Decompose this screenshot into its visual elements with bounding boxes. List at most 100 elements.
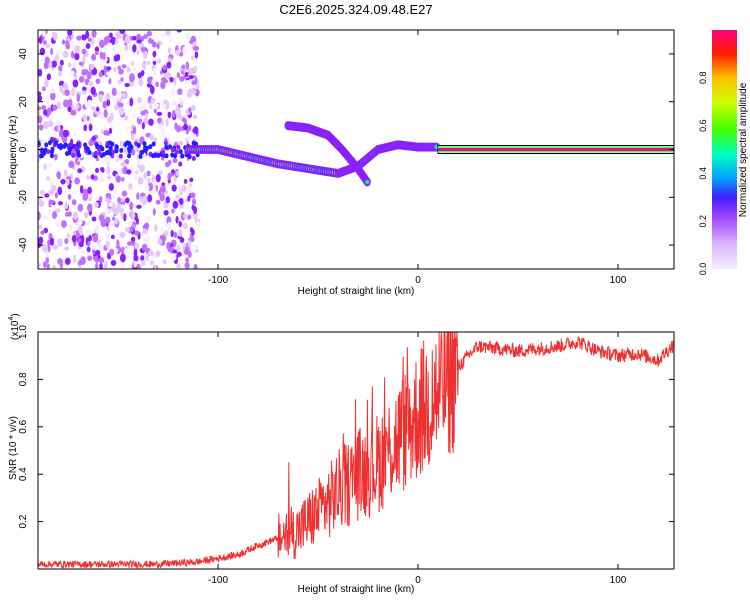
noise-band-blob	[49, 149, 54, 155]
noise-speckle	[44, 78, 49, 88]
noise-speckle	[43, 109, 48, 116]
upper-branch-core	[365, 179, 370, 185]
noise-speckle	[81, 86, 87, 91]
noise-speckle	[88, 196, 92, 202]
noise-speckle	[119, 30, 126, 35]
noise-speckle	[170, 140, 175, 146]
noise-speckle	[79, 185, 84, 194]
noise-speckle	[77, 168, 83, 174]
noise-speckle	[155, 173, 161, 183]
noise-band-blob	[170, 152, 175, 158]
noise-speckle	[137, 158, 142, 166]
noise-speckle	[181, 64, 186, 70]
noise-speckle	[43, 227, 49, 234]
noise-speckle	[77, 203, 84, 212]
noise-band-blob	[161, 150, 166, 156]
noise-speckle	[47, 209, 52, 215]
noise-speckle	[185, 257, 189, 264]
noise-speckle	[189, 227, 194, 233]
noise-speckle	[176, 263, 182, 269]
noise-speckle	[91, 216, 97, 222]
noise-speckle	[38, 236, 44, 245]
noise-speckle	[149, 85, 155, 95]
noise-speckle	[126, 241, 133, 246]
noise-speckle	[67, 105, 72, 113]
noise-speckle	[63, 99, 69, 108]
noise-speckle	[49, 237, 55, 246]
noise-speckle	[178, 161, 183, 167]
noise-speckle	[121, 190, 127, 197]
noise-speckle	[195, 84, 200, 89]
noise-speckle	[175, 49, 181, 56]
noise-speckle	[49, 199, 55, 204]
noise-speckle	[192, 65, 198, 74]
noise-speckle	[136, 39, 142, 44]
noise-band-blob	[108, 140, 113, 146]
noise-speckle	[190, 55, 195, 60]
noise-speckle	[110, 234, 115, 240]
noise-speckle	[166, 181, 172, 187]
noise-speckle	[77, 217, 83, 226]
noise-speckle	[57, 71, 62, 77]
noise-speckle	[98, 140, 103, 146]
noise-band-blob	[42, 150, 47, 156]
noise-speckle	[124, 35, 131, 45]
noise-speckle	[167, 172, 172, 181]
noise-speckle	[42, 30, 46, 37]
noise-speckle	[85, 175, 91, 180]
noise-speckle	[156, 43, 160, 50]
noise-speckle	[85, 30, 90, 39]
noise-speckle	[145, 253, 150, 262]
noise-speckle	[92, 234, 99, 243]
noise-speckle	[167, 247, 172, 252]
noise-speckle	[42, 243, 48, 248]
noise-band-blob	[174, 149, 179, 155]
noise-speckle	[107, 202, 113, 207]
noise-speckle	[95, 262, 99, 269]
noise-speckle	[46, 263, 50, 269]
noise-speckle	[52, 244, 59, 251]
noise-speckle	[88, 99, 93, 108]
noise-speckle	[56, 171, 61, 179]
noise-speckle	[111, 87, 117, 97]
noise-speckle	[105, 92, 111, 102]
noise-speckle	[72, 79, 79, 88]
noise-speckle	[183, 178, 188, 184]
noise-speckle	[103, 65, 107, 74]
noise-speckle	[46, 107, 52, 116]
noise-speckle	[86, 71, 92, 80]
noise-speckle	[179, 197, 184, 206]
noise-speckle	[167, 159, 172, 165]
noise-speckle	[187, 195, 191, 202]
noise-speckle	[114, 217, 119, 225]
noise-speckle	[142, 49, 148, 59]
noise-speckle	[160, 226, 164, 236]
noise-band-blob	[118, 153, 123, 159]
noise-speckle	[114, 247, 119, 253]
noise-speckle	[106, 99, 111, 107]
noise-speckle	[91, 135, 97, 142]
noise-speckle	[118, 102, 124, 108]
noise-speckle	[95, 167, 99, 173]
noise-speckle	[96, 106, 100, 112]
noise-speckle	[47, 120, 54, 127]
noise-speckle	[100, 167, 105, 173]
noise-speckle	[181, 185, 187, 192]
noise-speckle	[121, 64, 127, 69]
noise-speckle	[182, 201, 186, 207]
noise-speckle	[171, 254, 177, 261]
noise-speckle	[107, 175, 112, 180]
noise-speckle	[65, 40, 70, 49]
noise-speckle	[90, 174, 95, 180]
noise-speckle	[156, 111, 163, 117]
snr-ylabel: SNR (10 * v/v)	[8, 416, 19, 480]
spectrogram-xlabel: Height of straight line (km)	[298, 286, 415, 297]
noise-speckle	[57, 238, 63, 247]
noise-speckle	[124, 227, 131, 233]
noise-band-blob	[163, 140, 168, 146]
spectrogram-ytick-label: 40	[18, 48, 29, 60]
noise-speckle	[83, 124, 87, 132]
noise-speckle	[80, 256, 86, 266]
noise-speckle	[140, 255, 145, 262]
noise-speckle	[64, 169, 68, 177]
